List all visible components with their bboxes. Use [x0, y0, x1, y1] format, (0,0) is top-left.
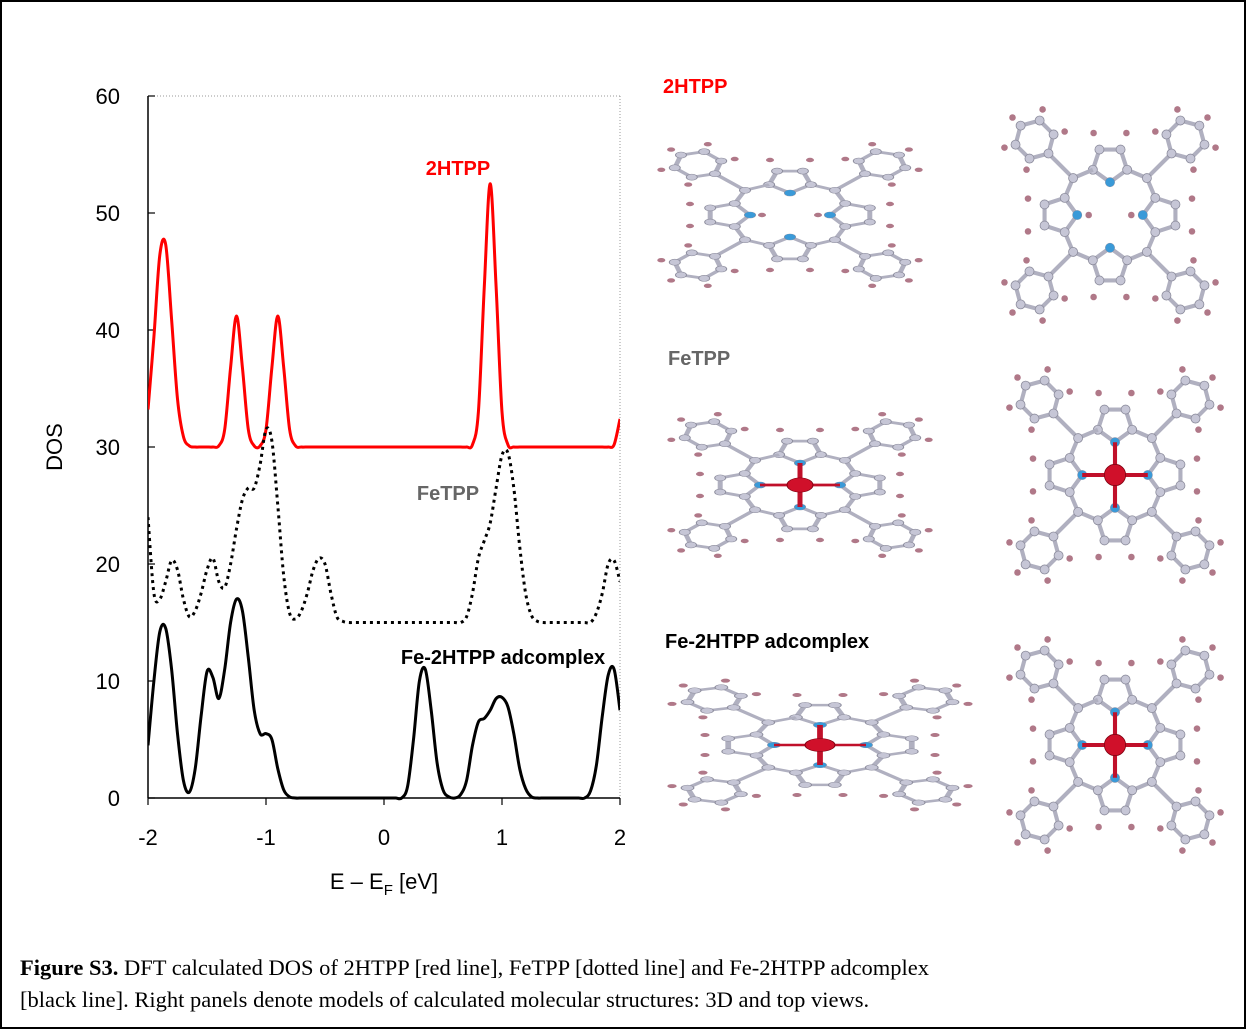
x-tick-label: 1: [496, 825, 508, 850]
molecule-top-view: [1006, 366, 1224, 584]
series-line: [148, 599, 620, 799]
x-axis-label-main: E – E: [330, 869, 384, 894]
series-label: 2HTPP: [426, 158, 490, 180]
x-tick-label: 2: [614, 825, 626, 850]
y-axis-label: DOS: [42, 423, 67, 471]
y-tick-label: 0: [108, 786, 120, 811]
caption-text: DFT calculated DOS of 2HTPP [red line], …: [118, 955, 929, 980]
caption-label: Figure S3.: [20, 955, 118, 980]
molecule-side-view: [667, 412, 932, 558]
x-axis-label: E – EF [eV]: [330, 869, 438, 899]
caption-line: [black line]. Right panels denote models…: [20, 987, 869, 1013]
series-label: FeTPP: [417, 483, 479, 505]
series-label: Fe-2HTPP adcomplex: [401, 647, 605, 669]
y-tick-label: 20: [96, 552, 120, 577]
molecule-top-view: [1006, 636, 1224, 854]
molecule-top-view: [1001, 106, 1219, 324]
x-tick-label: -2: [138, 825, 158, 850]
molecule-side-view: [657, 142, 922, 288]
x-tick-label: -1: [256, 825, 276, 850]
panel-label: 2HTPP: [663, 76, 727, 98]
y-tick-label: 50: [96, 201, 120, 226]
y-tick-label: 60: [96, 84, 120, 109]
y-tick-label: 30: [96, 435, 120, 460]
series-line: [148, 428, 620, 623]
panel-label: Fe-2HTPP adcomplex: [665, 631, 869, 653]
x-axis-label-sub: F: [384, 882, 393, 899]
x-tick-label: 0: [378, 825, 390, 850]
chart: 0 10 20 30 40 50 60 -2 -1 0 1 2 DOS E – EF [eV] 2HTPP F…: [0, 0, 1246, 940]
page: 0 10 20 30 40 50 60 -2 -1 0 1 2 DOS E – EF [eV] 2HTPP F…: [0, 0, 1246, 1029]
molecule-side-view: [667, 679, 972, 812]
y-tick-label: 40: [96, 318, 120, 343]
caption-line: Figure S3. DFT calculated DOS of 2HTPP […: [20, 955, 929, 981]
y-tick-label: 10: [96, 669, 120, 694]
x-axis-label-unit: [eV]: [393, 869, 438, 894]
panel-label: FeTPP: [668, 348, 730, 370]
series-line: [148, 184, 620, 448]
